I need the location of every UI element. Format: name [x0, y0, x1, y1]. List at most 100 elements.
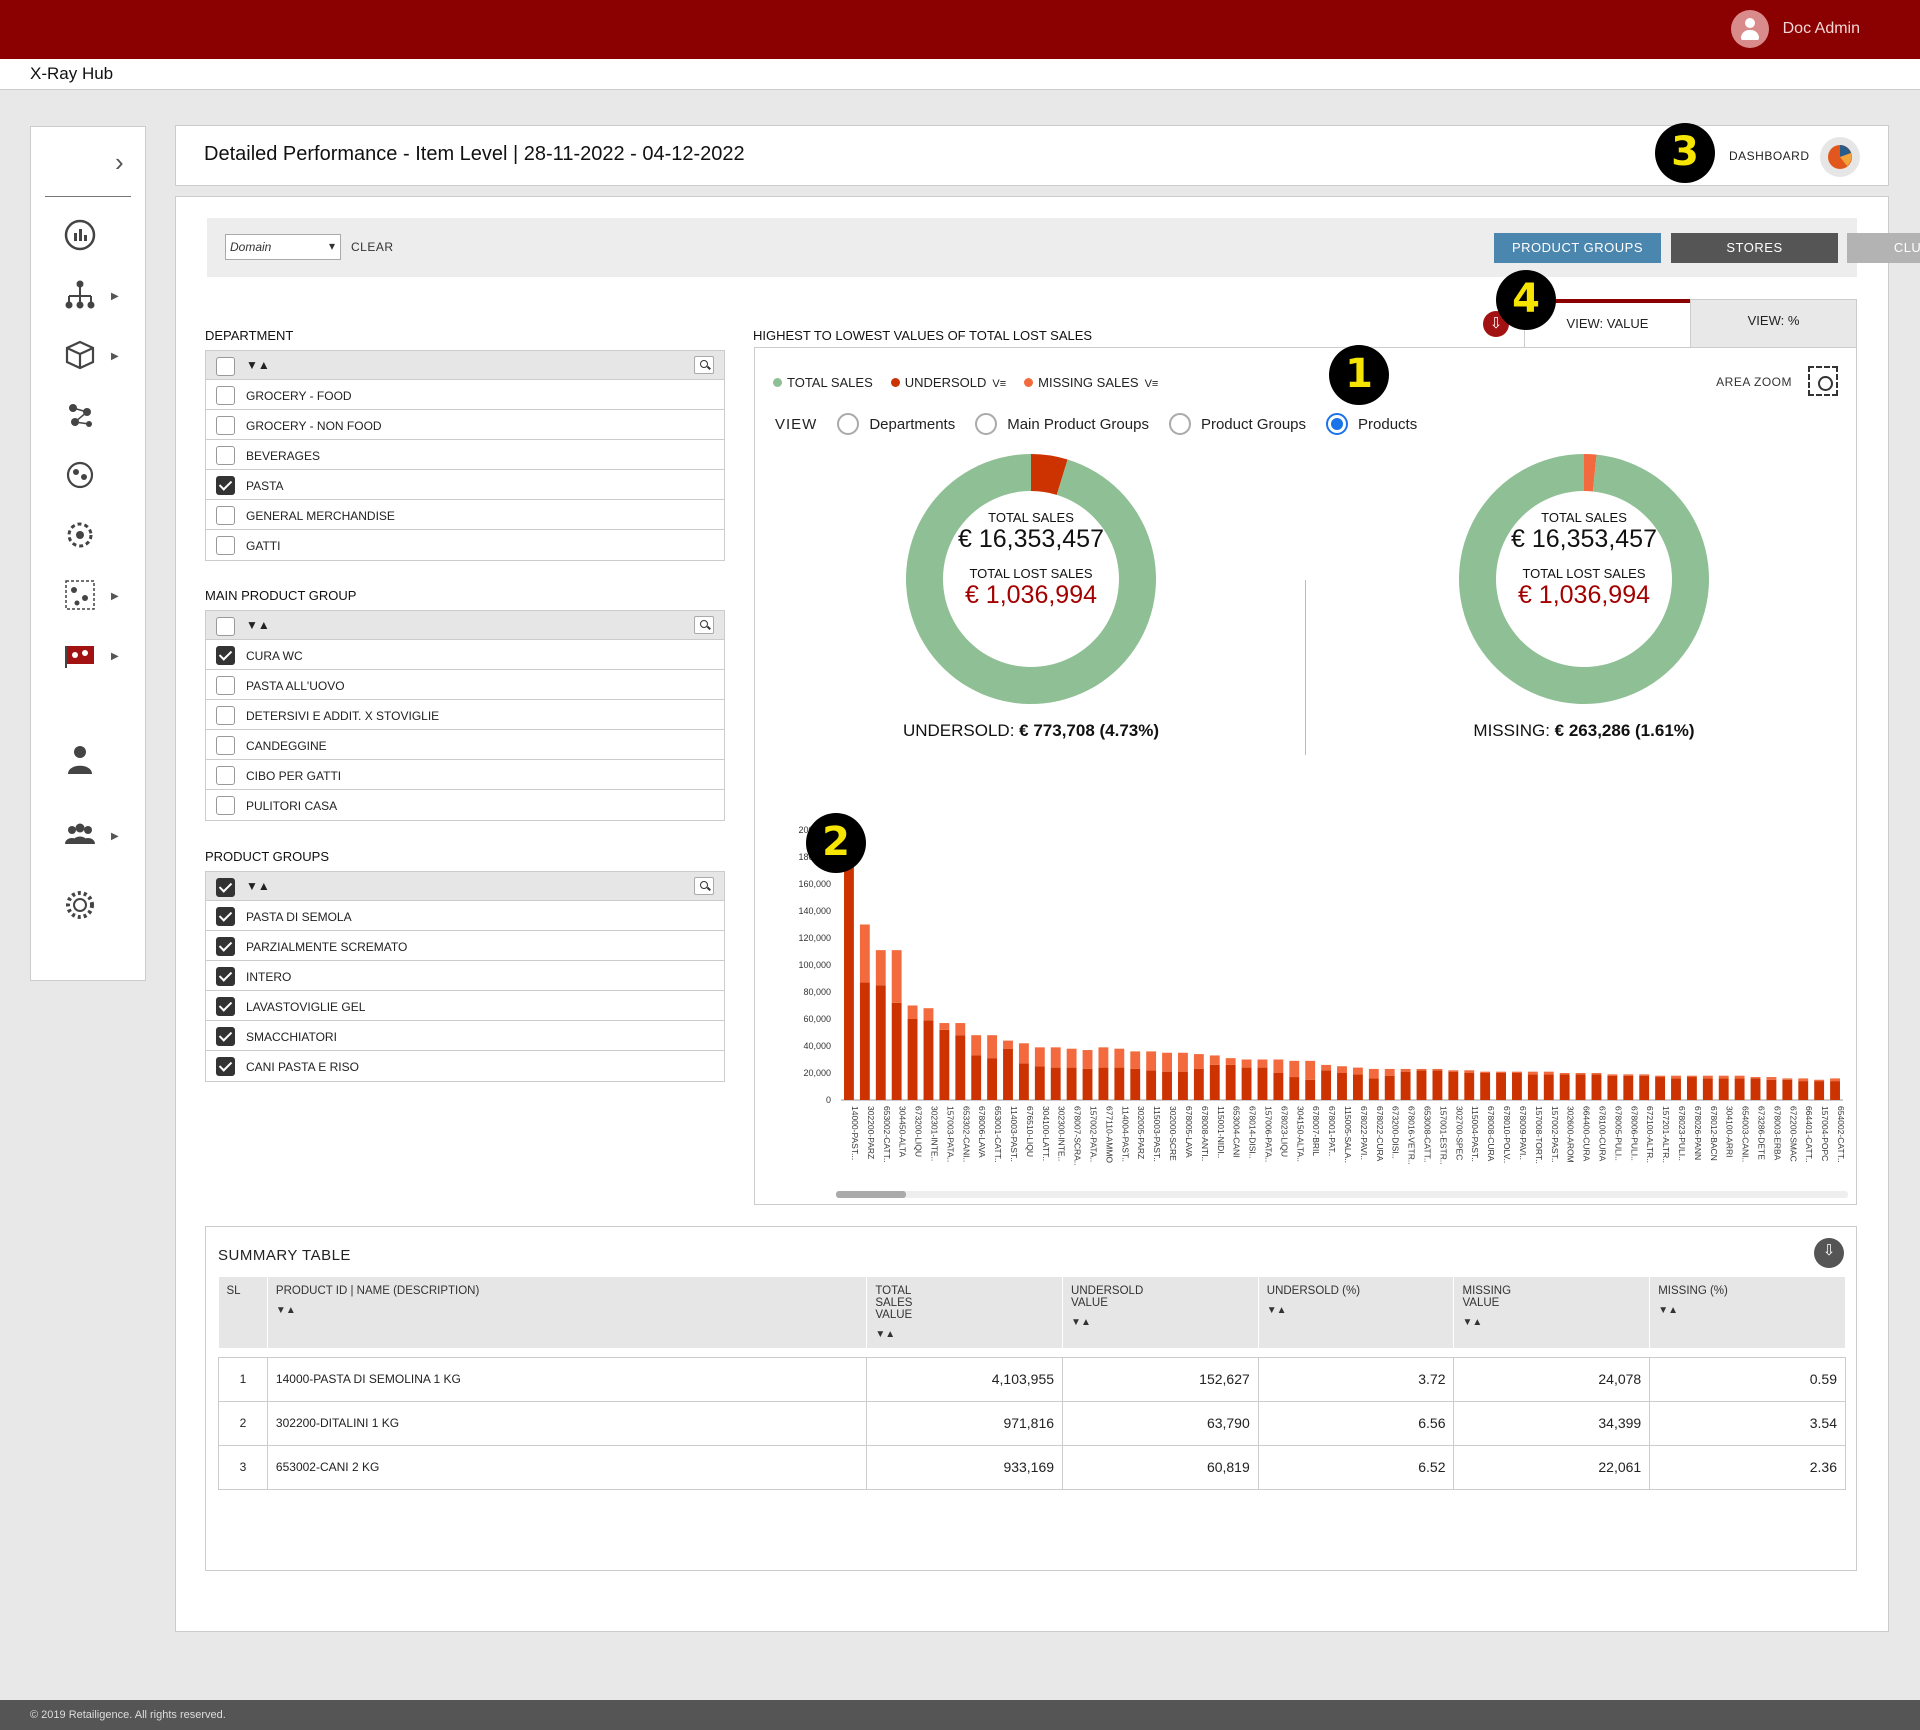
user-menu[interactable]: Doc Admin: [1730, 10, 1860, 48]
bar-missing[interactable]: [1432, 1068, 1443, 1071]
bar-undersold[interactable]: [891, 1002, 902, 1100]
bar-missing[interactable]: [1543, 1071, 1554, 1075]
dashboard-pie-icon[interactable]: [1820, 137, 1860, 177]
radio-button[interactable]: [1326, 413, 1349, 435]
bar-missing[interactable]: [1448, 1070, 1459, 1072]
clusters-button[interactable]: CLUSTERS: [1847, 233, 1920, 263]
column-header[interactable]: SL: [218, 1277, 268, 1348]
item-checkbox[interactable]: [216, 506, 235, 525]
table-row[interactable]: 1 14000-PASTA DI SEMOLINA 1 KG 4,103,955 15…: [218, 1356, 1846, 1402]
column-header[interactable]: PRODUCT ID | NAME (DESCRIPTION) ▼▲: [267, 1277, 868, 1348]
bar-missing[interactable]: [1400, 1068, 1411, 1072]
search-icon[interactable]: [694, 877, 714, 895]
search-icon[interactable]: [694, 356, 714, 374]
bar-missing[interactable]: [1034, 1047, 1045, 1067]
bar-missing[interactable]: [1639, 1074, 1650, 1076]
summary-download-icon[interactable]: [1814, 1238, 1844, 1268]
bar-undersold[interactable]: [1734, 1078, 1745, 1100]
bar-missing[interactable]: [1464, 1070, 1475, 1073]
bar-missing[interactable]: [955, 1023, 966, 1036]
bar-undersold[interactable]: [1225, 1064, 1236, 1100]
bar-missing[interactable]: [1496, 1071, 1506, 1073]
bar-undersold[interactable]: [1416, 1070, 1427, 1100]
item-checkbox[interactable]: [216, 1057, 235, 1076]
bar-missing[interactable]: [1241, 1059, 1252, 1068]
main-product-group-item[interactable]: CIBO PER GATTI: [206, 760, 724, 790]
dashboard-label[interactable]: DASHBOARD: [1729, 149, 1810, 163]
main-product-group-item[interactable]: CURA WC: [206, 640, 724, 670]
bar-undersold[interactable]: [907, 1019, 918, 1100]
legend-undersold[interactable]: UNDERSOLD V≡: [890, 375, 1006, 390]
bar-undersold[interactable]: [1639, 1075, 1650, 1100]
bar-missing[interactable]: [1416, 1068, 1427, 1071]
hierarchy-icon[interactable]: [63, 278, 97, 312]
bar-undersold[interactable]: [1496, 1073, 1506, 1100]
item-checkbox[interactable]: [216, 706, 235, 725]
view-option-departments[interactable]: Departments: [837, 413, 955, 435]
bar-undersold[interactable]: [1193, 1068, 1204, 1100]
bar-missing[interactable]: [1114, 1048, 1125, 1068]
bar-missing[interactable]: [1225, 1058, 1236, 1065]
bar-undersold[interactable]: [1241, 1067, 1252, 1100]
department-item[interactable]: GROCERY - NON FOOD: [206, 410, 724, 440]
bar-missing[interactable]: [1384, 1068, 1395, 1076]
sort-toggle[interactable]: ▼▲: [875, 1329, 896, 1340]
area-zoom-icon[interactable]: [1808, 366, 1838, 396]
bar-undersold[interactable]: [1368, 1078, 1379, 1100]
column-header[interactable]: MISSING VALUE ▼▲: [1453, 1277, 1651, 1348]
bar-undersold[interactable]: [1178, 1071, 1188, 1100]
view-option-products[interactable]: Products: [1326, 413, 1417, 435]
bar-missing[interactable]: [1289, 1060, 1300, 1078]
clear-button[interactable]: CLEAR: [351, 240, 394, 254]
scatter-grid-icon[interactable]: [63, 578, 97, 612]
radio-button[interactable]: [975, 413, 998, 435]
bar-undersold[interactable]: [1448, 1071, 1459, 1100]
sort-toggle[interactable]: ▼▲: [1071, 1317, 1091, 1328]
bar-missing[interactable]: [1162, 1052, 1172, 1072]
users-expand-arrow-icon[interactable]: ▶: [111, 831, 119, 842]
bar-missing[interactable]: [971, 1035, 982, 1056]
bar-missing[interactable]: [1321, 1064, 1332, 1071]
bar-missing[interactable]: [1209, 1055, 1220, 1065]
column-header[interactable]: UNDERSOLD (%) ▼▲: [1258, 1277, 1455, 1348]
bar-undersold[interactable]: [1018, 1063, 1029, 1100]
sort-toggle[interactable]: ▼▲: [246, 358, 270, 372]
bar-missing[interactable]: [1352, 1067, 1363, 1075]
bar-missing[interactable]: [1798, 1078, 1809, 1082]
bar-undersold[interactable]: [1162, 1071, 1172, 1100]
sort-toggle[interactable]: ▼▲: [1266, 1305, 1287, 1316]
column-header[interactable]: TOTAL SALES VALUE ▼▲: [866, 1277, 1064, 1348]
sort-toggle[interactable]: ▼▲: [246, 879, 270, 893]
bar-missing[interactable]: [1368, 1068, 1379, 1079]
item-checkbox[interactable]: [216, 536, 235, 555]
bar-undersold[interactable]: [1050, 1067, 1061, 1100]
bar-undersold[interactable]: [1830, 1081, 1840, 1100]
bar-undersold[interactable]: [1209, 1064, 1220, 1100]
bar-missing[interactable]: [1559, 1073, 1570, 1075]
bar-undersold[interactable]: [859, 982, 870, 1100]
bar-missing[interactable]: [1305, 1060, 1316, 1080]
bar-undersold[interactable]: [1130, 1068, 1141, 1100]
bar-undersold[interactable]: [955, 1035, 966, 1100]
bar-undersold[interactable]: [1003, 1048, 1013, 1100]
table-row[interactable]: 2 302200-DITALINI 1 KG 971,816 63,790 6.56 34…: [218, 1400, 1846, 1446]
bar-undersold[interactable]: [1543, 1074, 1554, 1100]
bar-undersold[interactable]: [923, 1020, 934, 1100]
scatter-expand-arrow-icon[interactable]: ▶: [111, 591, 119, 602]
bar-missing[interactable]: [1718, 1075, 1729, 1079]
bar-undersold[interactable]: [1321, 1070, 1332, 1100]
bar-undersold[interactable]: [875, 985, 886, 1100]
item-checkbox[interactable]: [216, 386, 235, 405]
bar-undersold[interactable]: [1384, 1075, 1395, 1100]
radio-button[interactable]: [1168, 413, 1191, 435]
sort-toggle[interactable]: ▼▲: [1658, 1305, 1678, 1316]
missing-filter-icon[interactable]: V≡: [1144, 378, 1159, 390]
select-all-checkbox[interactable]: [216, 617, 235, 636]
person-icon[interactable]: [63, 743, 97, 777]
bar-undersold[interactable]: [1623, 1075, 1634, 1100]
bar-missing[interactable]: [875, 950, 886, 986]
bar-undersold[interactable]: [1766, 1079, 1777, 1100]
donut-slice-missing-sales[interactable]: [1584, 454, 1597, 492]
bar-missing[interactable]: [1480, 1071, 1491, 1073]
bar-missing[interactable]: [1686, 1075, 1697, 1078]
